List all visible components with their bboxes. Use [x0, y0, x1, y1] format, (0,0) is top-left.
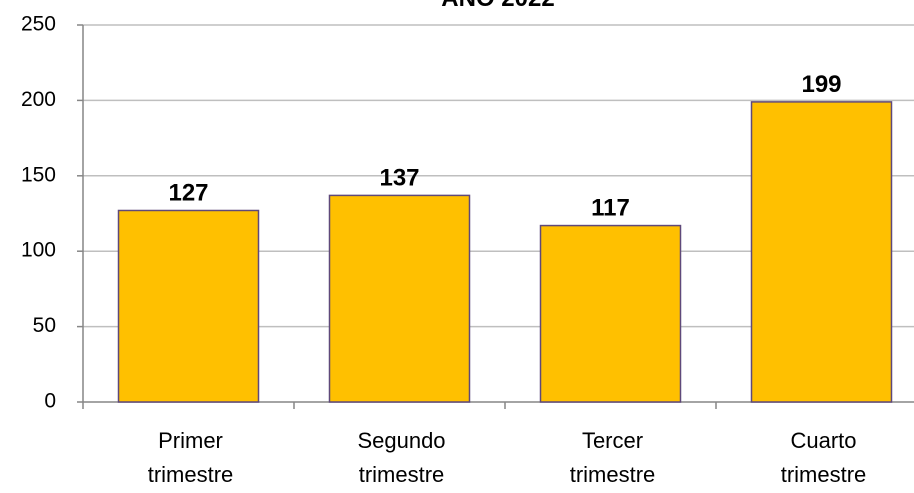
bar: [117, 209, 260, 403]
y-tick-label: 0: [44, 390, 56, 413]
x-tick-label: Segundo trimestre: [357, 428, 446, 487]
x-tick-label: Tercer trimestre: [569, 428, 656, 487]
x-tick-label: Cuarto trimestre: [780, 428, 867, 487]
bar: [539, 224, 682, 403]
data-label: 117: [591, 195, 630, 222]
y-tick-label: 50: [33, 314, 56, 337]
y-tick-label: 100: [21, 239, 56, 262]
bar: [328, 194, 471, 403]
x-tick-label: Primer trimestre: [147, 428, 234, 487]
bar: [750, 101, 893, 403]
y-tick-label: 200: [21, 88, 56, 111]
data-label: 137: [379, 164, 419, 191]
data-label: 199: [801, 71, 841, 98]
y-tick-label: 150: [21, 163, 56, 186]
data-label: 127: [168, 179, 208, 206]
y-tick-label: 250: [21, 13, 56, 36]
chart-title: AÑO 2022: [441, 0, 554, 12]
